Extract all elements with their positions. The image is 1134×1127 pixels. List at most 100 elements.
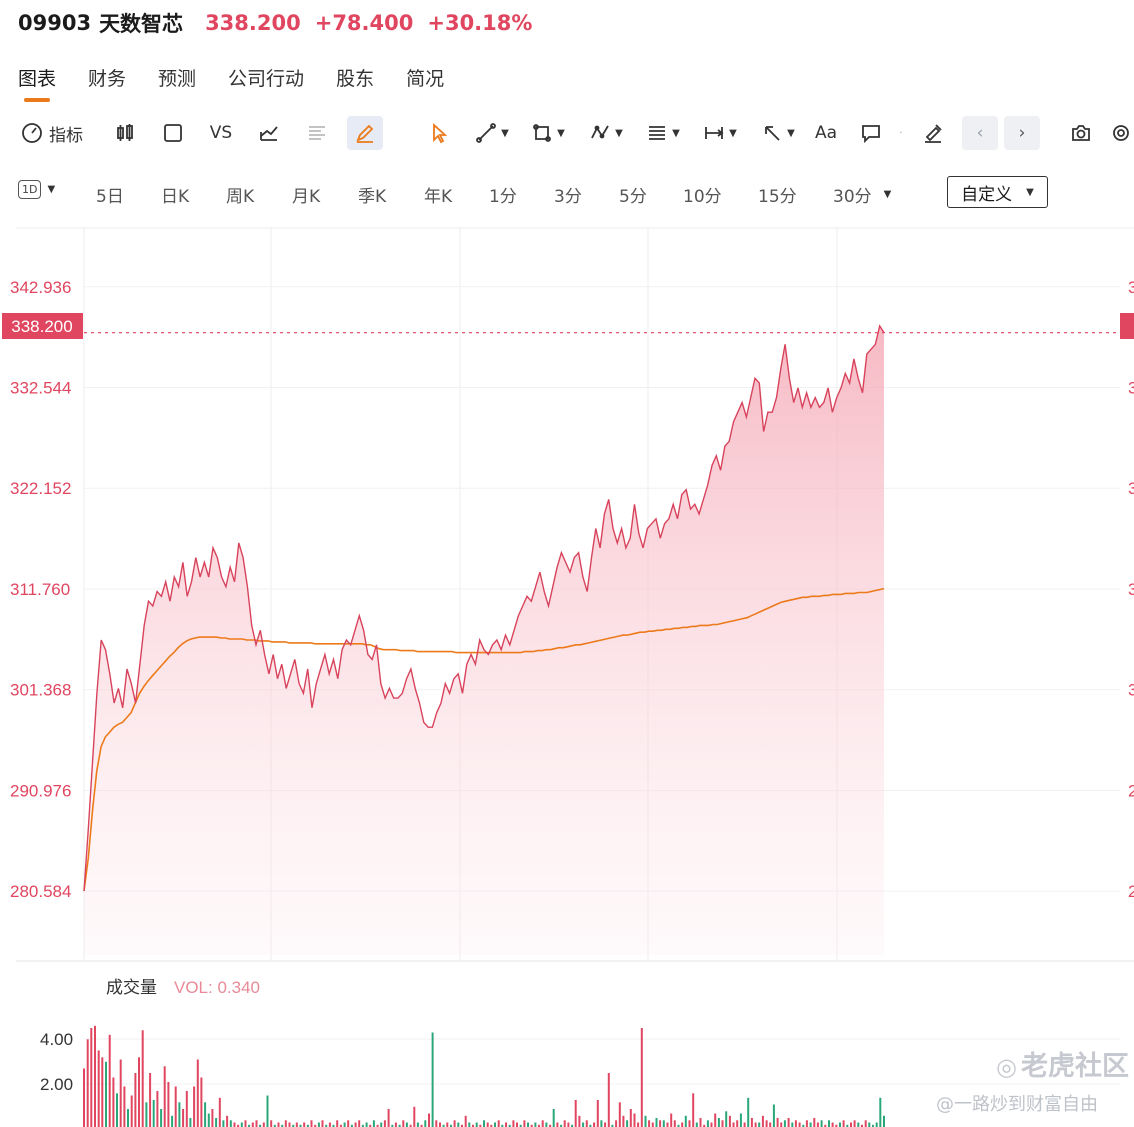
volume-bar [615,1120,618,1127]
volume-bar [439,1122,441,1127]
volume-bar [662,1120,665,1127]
tab-shareholders[interactable]: 股东 [336,68,375,90]
volume-bar [185,1091,188,1127]
tab-chart[interactable]: 图表 [18,64,56,104]
watermark-brand: ◎ 老虎社区 [996,1044,1129,1083]
erase-drawings-button[interactable] [918,116,948,150]
tab-profile[interactable]: 简况 [406,68,445,90]
right-price-tick-5: 290.976 [1128,781,1134,800]
tab-financials[interactable]: 财务 [88,68,127,90]
timeframe-quarterly[interactable]: 季K [358,187,387,207]
nav-next-button[interactable]: › [1004,116,1040,150]
volume-bar [405,1122,408,1127]
tab-corporate-actions[interactable]: 公司行动 [228,68,305,90]
volume-bar [116,1093,118,1127]
volume-bar [809,1122,812,1127]
text-tool-button[interactable]: Aa [810,116,842,150]
comment-icon [862,125,880,144]
volume-bar [534,1122,537,1127]
right-price-tick-4: 301.368 [1128,681,1134,700]
measure-tool-button[interactable]: ▼ [698,116,742,150]
volume-bar [237,1124,240,1127]
chevron-down-icon: ▼ [672,127,680,139]
right-price-tick-3: 311.760 [1128,580,1134,599]
volume-tick-1: 2.00 [40,1075,73,1094]
volume-bar [853,1120,856,1127]
intraday-chart[interactable]: 342.936 332.544 322.152 311.760 301.368 290.9… [0,220,1134,1127]
volume-bar [90,1028,93,1127]
cursor-button[interactable] [424,116,454,150]
stock-name: 天数智芯 [99,12,184,36]
volume-bar [424,1120,427,1127]
timeframe-15min[interactable]: 15分 [758,187,797,207]
candlestick-button[interactable] [110,116,140,150]
volume-bar [365,1122,368,1127]
volume-bar [149,1073,152,1127]
timeframe-5d[interactable]: 5日 [96,187,124,207]
volume-bar [857,1122,860,1127]
timeframe-daily[interactable]: 日K [161,187,190,207]
volume-bar [226,1115,229,1127]
fib-tool-button[interactable]: ▼ [640,116,686,150]
right-price-tick-0: 342.936 [1128,278,1134,297]
last-price-tag-label: 338.200 [11,317,72,336]
volume-bar [83,1068,85,1127]
screenshot-button[interactable] [1066,116,1096,150]
volume-bar [321,1120,324,1127]
timeframe-5min[interactable]: 5分 [619,187,647,207]
volume-bar [721,1120,724,1127]
volume-bar [813,1118,816,1127]
volume-bar [861,1124,863,1127]
volume-bar [361,1124,364,1127]
trend-chart-button[interactable] [254,116,284,150]
volume-bar [130,1095,133,1127]
rectangle-button[interactable] [158,116,188,150]
volume-bar [651,1122,654,1127]
volume-bar [791,1122,794,1127]
volume-bar [673,1120,676,1127]
arrow-tool-button[interactable]: ▼ [756,116,800,150]
compare-button[interactable]: VS [204,116,238,150]
right-price-tick-1: 332.544 [1128,379,1134,398]
nav-prev-button[interactable]: ‹ [962,116,998,150]
tab-forecast[interactable]: 预测 [158,68,197,90]
volume-bar [244,1120,247,1127]
trend-chart-icon [260,126,278,141]
volume-bar [141,1030,144,1127]
volume-bar [233,1122,236,1127]
shape-tool-button[interactable]: ▼ [526,116,570,150]
volume-bar [549,1124,552,1127]
volume-bar [182,1109,185,1127]
volume-bar [754,1122,757,1127]
pattern-tool-button[interactable]: ▼ [584,116,628,150]
timeframe-yearly[interactable]: 年K [424,187,453,207]
line-tool-button[interactable]: ▼ [470,116,514,150]
volume-bar [270,1120,273,1127]
timeframe-1min[interactable]: 1分 [489,187,517,207]
custom-timeframe-dropdown[interactable]: 自定义 ▼ [947,176,1048,208]
comment-button[interactable] [856,116,886,150]
timeframe-10min[interactable]: 10分 [683,187,722,207]
volume-bar [626,1120,629,1127]
timeframe-3min[interactable]: 3分 [554,187,582,207]
indicator-button[interactable]: 指标 [16,116,88,150]
timeframe-monthly[interactable]: 月K [292,187,321,207]
volume-bar [666,1122,669,1127]
align-lines-button[interactable] [302,116,332,150]
draw-pen-button[interactable] [347,116,383,150]
volume-bar [387,1109,390,1127]
volume-bar [508,1124,511,1127]
timeframe-weekly[interactable]: 周K [226,187,255,207]
volume-bar [207,1113,210,1127]
settings-button[interactable] [1110,116,1134,150]
volume-bar [303,1122,306,1127]
chevron-down-icon: ▼ [47,184,56,195]
period-selector[interactable]: 1D ▼ [18,180,55,199]
volume-bar [523,1120,526,1127]
volume-bar [262,1122,265,1127]
volume-bar [875,1122,878,1127]
volume-value: VOL: 0.340 [174,978,260,997]
volume-bar [215,1118,218,1127]
volume-bar [163,1066,166,1127]
timeframe-30min[interactable]: 30分 ▼ [833,182,891,207]
